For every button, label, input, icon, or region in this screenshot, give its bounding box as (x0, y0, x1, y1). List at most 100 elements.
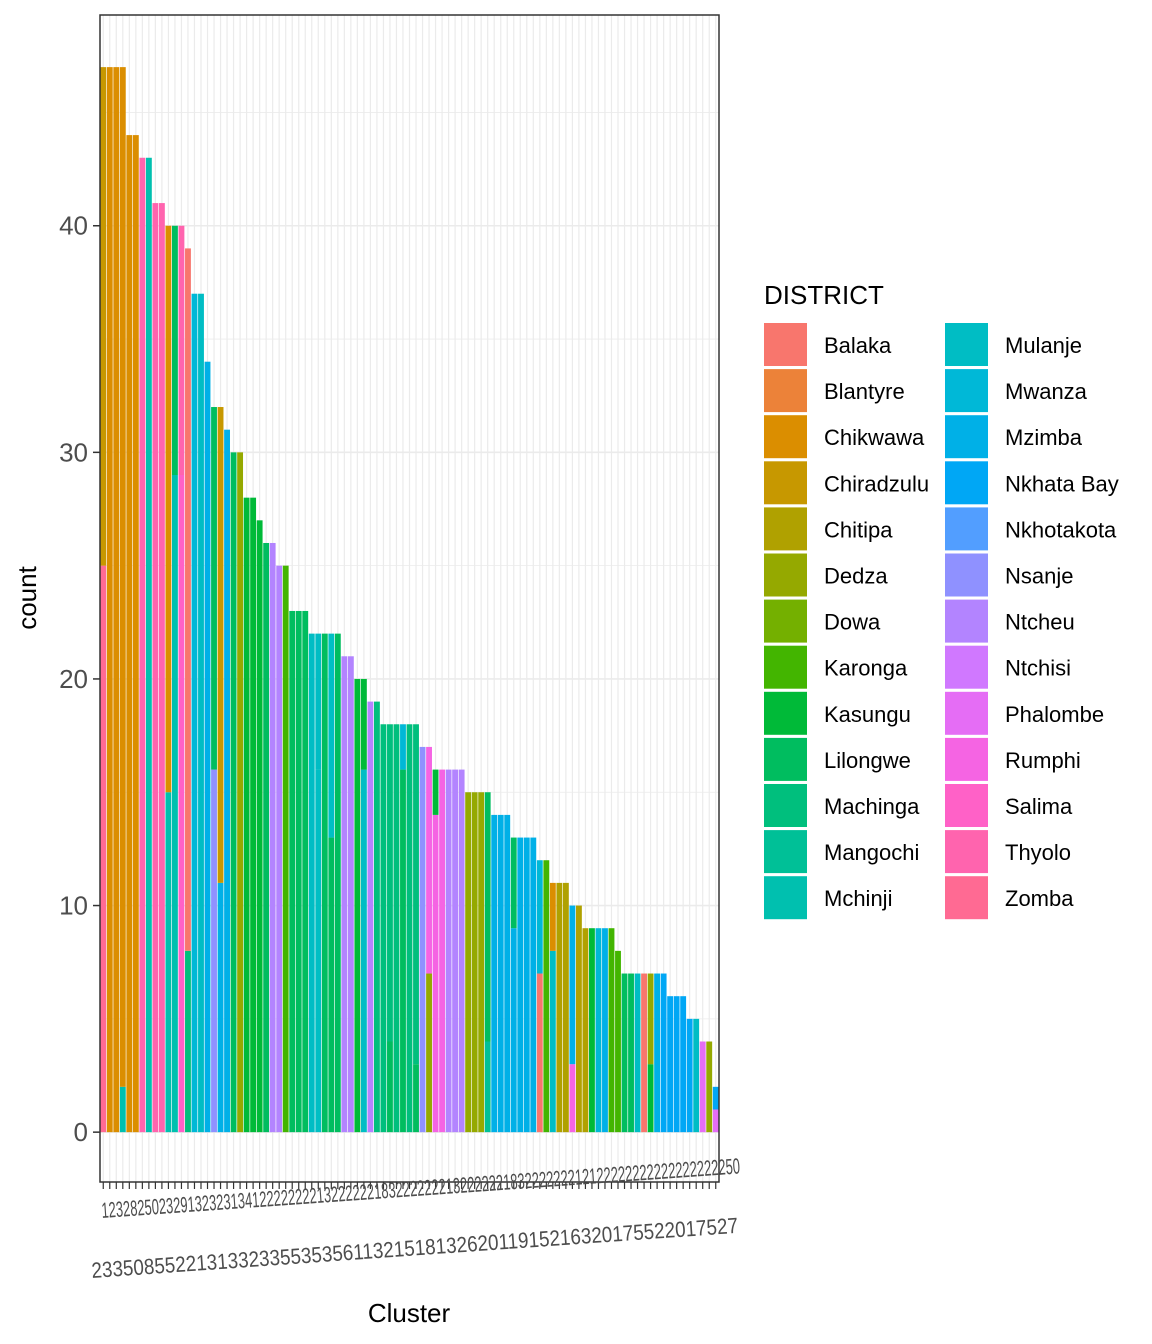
bar-segment (328, 837, 335, 1133)
bar-segment (536, 860, 543, 974)
bar-segment (608, 928, 615, 1133)
bar-segment (119, 67, 126, 1087)
legend-label: Lilongwe (824, 748, 911, 773)
legend-key (764, 645, 807, 689)
bar-segment (413, 1064, 419, 1133)
legend-label: Karonga (824, 656, 908, 681)
y-axis-title: count (12, 565, 42, 629)
bar-segment (569, 905, 576, 1065)
bar-segment (400, 724, 406, 770)
bar-segment (211, 407, 217, 770)
bar-segment (491, 814, 498, 1133)
bar-segment (243, 497, 250, 1133)
bar-segment (178, 225, 185, 476)
legend-label: Mulanje (1005, 333, 1082, 358)
bar-segment (413, 724, 419, 1065)
legend-label: Machinga (824, 794, 920, 819)
bar-segment (699, 1041, 706, 1133)
legend-key (764, 323, 807, 366)
bar-segment (686, 1018, 693, 1133)
bar-segment (426, 746, 432, 974)
bar-segment (634, 973, 641, 1133)
y-tick-label: 30 (59, 437, 88, 467)
bar-segment (308, 633, 315, 1133)
bar-segment (185, 248, 191, 951)
bar-segment (334, 633, 341, 1133)
legend-key (945, 369, 988, 413)
legend-key (945, 737, 988, 781)
bar-segment (393, 724, 400, 1133)
bar-segment (432, 769, 439, 815)
bar-segment (341, 656, 348, 1133)
bar-segment (328, 633, 335, 838)
legend-key (945, 691, 988, 735)
legend-key (764, 599, 807, 643)
bar-segment (673, 996, 680, 1133)
bar-segment (530, 837, 537, 1133)
bar-segment (198, 293, 204, 1133)
bar-segment (224, 429, 230, 1133)
legend-label: Mwanza (1005, 379, 1088, 404)
bar-segment (132, 135, 139, 1133)
bar-segment (510, 928, 517, 1133)
legend-key (945, 784, 988, 827)
legend-key (945, 553, 988, 597)
bar-segment (419, 746, 426, 1133)
bar-segment (100, 67, 107, 566)
bar-segment (484, 1041, 491, 1133)
bar-segment (406, 724, 413, 1133)
legend-key (945, 323, 988, 366)
bar-segment (276, 565, 283, 1133)
legend-key (945, 507, 988, 551)
legend-label: Nsanje (1005, 564, 1073, 589)
bar-segment (185, 950, 191, 1133)
bar-segment (712, 1109, 719, 1133)
bar-segment (641, 973, 648, 1133)
bar-segment (204, 361, 211, 1133)
bar-segment (471, 792, 478, 1133)
bar-segment (171, 475, 178, 1133)
legend-label: Mchinji (824, 886, 892, 911)
bars (100, 67, 719, 1133)
bar-segment (360, 678, 367, 770)
legend-label: Ntchisi (1005, 656, 1071, 681)
bar-segment (667, 996, 674, 1133)
bar-segment (321, 633, 328, 1133)
legend-key (764, 369, 807, 413)
bar-segment (119, 1086, 126, 1133)
bar-segment (569, 1064, 576, 1133)
legend-label: Kasungu (824, 702, 911, 727)
y-tick-label: 40 (59, 211, 88, 241)
bar-segment (602, 928, 608, 1133)
legend-label: Nkhotakota (1005, 517, 1117, 542)
bar-segment (478, 792, 485, 1133)
legend-label: Mangochi (824, 840, 919, 865)
bar-segment (589, 928, 595, 1133)
bar-segment (373, 701, 380, 1133)
bar-segment (387, 724, 393, 1042)
bar-segment (400, 769, 406, 1133)
bar-segment (680, 996, 687, 1133)
bar-segment (615, 950, 621, 1133)
y-axis: 0 10 20 30 40 (59, 211, 100, 1147)
bar-segment (562, 882, 569, 1133)
bar-segment (549, 950, 556, 1133)
bar-segment (289, 610, 296, 1133)
legend-key (764, 691, 807, 735)
y-tick-label: 10 (59, 891, 88, 921)
bar-segment (621, 973, 628, 1133)
x-axis-title: Cluster (368, 1298, 451, 1328)
bar-segment (549, 882, 556, 951)
bar-segment (510, 837, 517, 929)
bar-segment (458, 769, 465, 1133)
bar-segment (126, 135, 133, 1133)
bar-segment (263, 542, 270, 1133)
bar-segment (145, 157, 152, 1133)
bar-segment (315, 633, 322, 770)
bar-segment (523, 837, 530, 1133)
bar-segment (302, 610, 309, 1133)
bar-segment (706, 1041, 713, 1133)
legend-label: Nkhata Bay (1005, 471, 1119, 496)
bar-segment (113, 67, 120, 1133)
